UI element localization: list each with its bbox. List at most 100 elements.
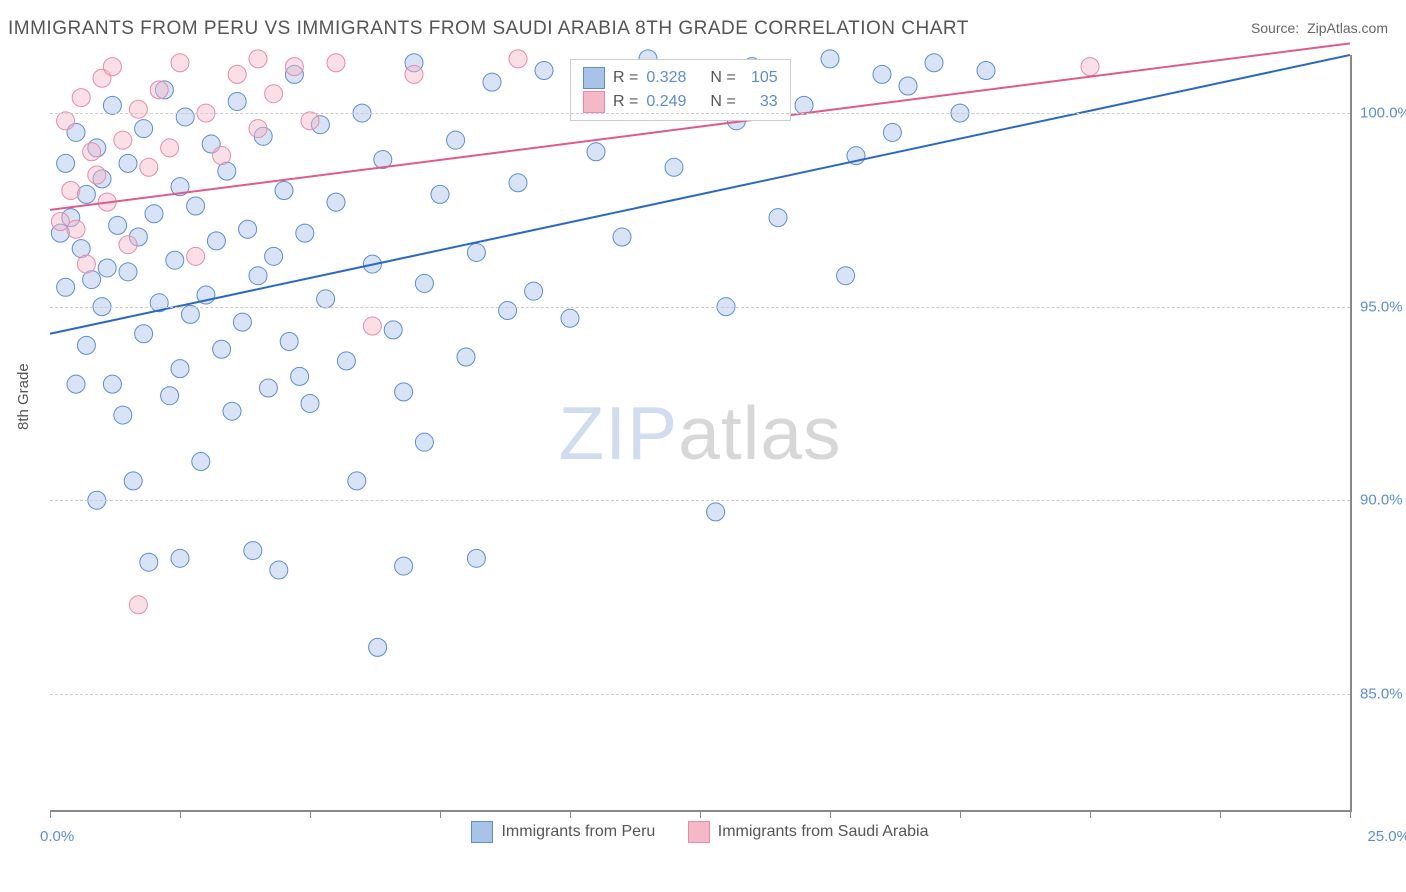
data-point — [317, 290, 335, 308]
data-point — [124, 472, 142, 490]
data-point — [150, 81, 168, 99]
data-point — [213, 340, 231, 358]
data-point — [77, 255, 95, 273]
data-point — [67, 375, 85, 393]
data-point — [145, 205, 163, 223]
legend-swatch-saudi — [688, 821, 710, 843]
data-point — [239, 220, 257, 238]
data-point — [129, 596, 147, 614]
data-point — [187, 197, 205, 215]
data-point — [249, 267, 267, 285]
data-point — [109, 216, 127, 234]
data-point — [119, 154, 137, 172]
data-point — [821, 50, 839, 68]
data-point — [457, 348, 475, 366]
data-point — [67, 220, 85, 238]
data-point — [171, 360, 189, 378]
data-point — [467, 243, 485, 261]
source-value: ZipAtlas.com — [1307, 20, 1388, 36]
data-point — [207, 232, 225, 250]
y-tick-label: 95.0% — [1360, 298, 1406, 315]
data-point — [140, 158, 158, 176]
data-point — [483, 73, 501, 91]
data-point — [265, 247, 283, 265]
data-point — [259, 379, 277, 397]
data-point — [135, 120, 153, 138]
data-point — [62, 182, 80, 200]
data-point — [171, 54, 189, 72]
data-point — [296, 224, 314, 242]
r-value-peru: 0.328 — [646, 66, 696, 90]
data-point — [249, 50, 267, 68]
data-point — [337, 352, 355, 370]
legend-row-peru: R = 0.328 N = 105 — [583, 66, 778, 90]
data-point — [166, 251, 184, 269]
x-tick-label-end: 25.0% — [1367, 828, 1406, 845]
data-point — [176, 108, 194, 126]
data-point — [171, 549, 189, 567]
data-point — [509, 50, 527, 68]
n-label: N = — [710, 90, 735, 114]
data-point — [587, 143, 605, 161]
gridline — [50, 694, 1350, 695]
data-point — [291, 367, 309, 385]
data-point — [447, 131, 465, 149]
data-point — [88, 166, 106, 184]
data-point — [301, 394, 319, 412]
data-point — [348, 472, 366, 490]
x-tick — [180, 810, 181, 818]
data-point — [181, 305, 199, 323]
data-point — [499, 302, 517, 320]
legend-swatch-peru — [471, 821, 493, 843]
data-point — [265, 85, 283, 103]
data-point — [228, 65, 246, 83]
data-point — [57, 112, 75, 130]
data-point — [57, 278, 75, 296]
x-tick — [700, 810, 701, 818]
data-point — [899, 77, 917, 95]
r-label: R = — [613, 66, 638, 90]
data-point — [114, 131, 132, 149]
data-point — [249, 120, 267, 138]
chart-title: IMMIGRANTS FROM PERU VS IMMIGRANTS FROM … — [8, 18, 969, 40]
data-point — [509, 174, 527, 192]
data-point — [327, 193, 345, 211]
y-tick-label: 90.0% — [1360, 492, 1406, 509]
data-point — [665, 158, 683, 176]
data-point — [103, 96, 121, 114]
swatch-saudi — [583, 91, 605, 113]
y-axis-title: 8th Grade — [15, 363, 32, 430]
source-attribution: Source: ZipAtlas.com — [1251, 20, 1388, 36]
data-point — [135, 325, 153, 343]
data-point — [395, 383, 413, 401]
data-point — [83, 143, 101, 161]
data-point — [98, 259, 116, 277]
data-point — [613, 228, 631, 246]
data-point — [883, 123, 901, 141]
data-point — [192, 453, 210, 471]
data-point — [467, 549, 485, 567]
x-tick — [1220, 810, 1221, 818]
data-point — [369, 638, 387, 656]
data-point — [707, 503, 725, 521]
gridline — [50, 500, 1350, 501]
y-tick-label: 100.0% — [1360, 105, 1406, 122]
data-point — [228, 92, 246, 110]
x-tick — [440, 810, 441, 818]
x-tick — [1350, 810, 1351, 818]
data-point — [72, 89, 90, 107]
data-point — [384, 321, 402, 339]
data-point — [395, 557, 413, 575]
data-point — [103, 375, 121, 393]
data-point — [119, 263, 137, 281]
legend-row-saudi: R = 0.249 N = 33 — [583, 90, 778, 114]
data-point — [161, 387, 179, 405]
data-point — [431, 185, 449, 203]
gridline — [50, 113, 1350, 114]
legend-item-saudi: Immigrants from Saudi Arabia — [688, 821, 929, 843]
data-point — [140, 553, 158, 571]
x-tick — [50, 810, 51, 818]
x-tick — [310, 810, 311, 818]
data-point — [327, 54, 345, 72]
data-point — [223, 402, 241, 420]
